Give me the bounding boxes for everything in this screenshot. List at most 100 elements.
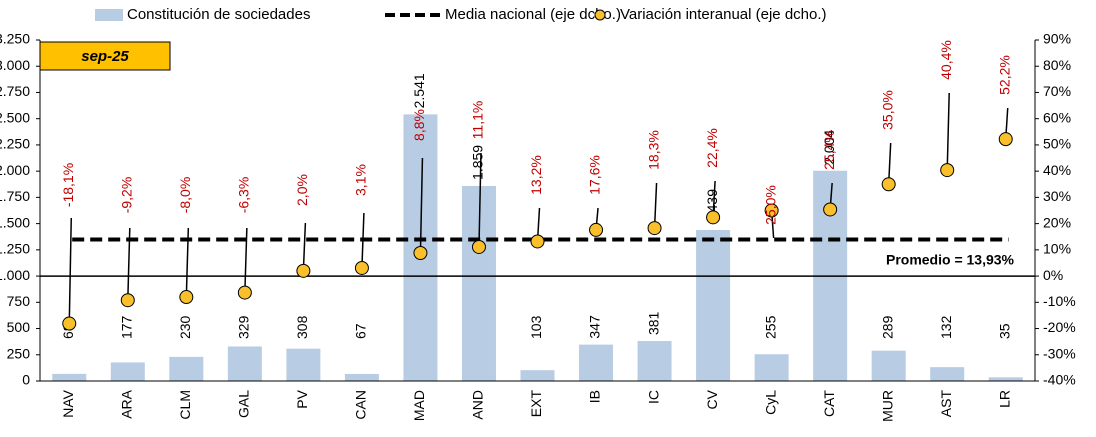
point (940, 163, 955, 178)
bar (754, 354, 789, 381)
legend-swatch (95, 9, 123, 21)
legend-label: Media nacional (eje dcho.) (445, 6, 621, 23)
point-label: 25,0% (762, 185, 778, 225)
y2-tick-label: 50% (1043, 136, 1071, 152)
x-tick-label: CV (704, 389, 720, 409)
point (647, 221, 662, 236)
leader-line (244, 227, 248, 293)
x-tick-label: CyL (762, 390, 778, 415)
point-label: 13,2% (528, 155, 544, 195)
point-label: 18,3% (645, 130, 661, 170)
bar-label: 308 (294, 315, 310, 339)
badge-box (39, 41, 171, 71)
y2-tick-label: 90% (1043, 31, 1071, 47)
bar-label: 329 (236, 315, 252, 339)
y-tick-label: 1.000 (0, 267, 30, 283)
leader-line (185, 227, 190, 298)
x-tick-label: CAT (821, 390, 837, 417)
legend-label: Constitución de sociedades (127, 6, 310, 23)
leader-line (127, 227, 131, 301)
bar-label: 230 (177, 315, 193, 339)
badge: sep-25 (81, 48, 129, 65)
leader-line (653, 182, 658, 229)
leader-line (361, 212, 365, 268)
bar (637, 341, 672, 381)
y-tick-label: 3.250 (0, 31, 30, 47)
annotation-box (868, 249, 1033, 273)
y-tick-label: 1.750 (0, 188, 30, 204)
annotation: Promedio = 13,93% (886, 252, 1015, 268)
point (413, 245, 428, 260)
point-label: 11,1% (470, 101, 486, 140)
y-tick-label: 2.500 (0, 109, 30, 125)
leader-line (302, 222, 307, 271)
y2-tick-label: -30% (1043, 345, 1076, 361)
bar-label: 177 (118, 315, 134, 339)
point-label: -6,3% (236, 177, 252, 214)
bar (344, 373, 379, 381)
point (589, 222, 604, 237)
x-tick-label: CAN (353, 390, 369, 420)
bar (227, 346, 262, 381)
point-label: 3,1% (353, 164, 369, 196)
y2-tick-label: 10% (1043, 241, 1071, 257)
y-tick-label: 1.250 (0, 241, 30, 257)
y2-tick-label: 70% (1043, 83, 1071, 99)
y-tick-label: 0 (22, 372, 30, 388)
y2-tick-label: 20% (1043, 214, 1071, 230)
point-label: -18,1% (60, 163, 76, 207)
y-tick-label: 1.500 (0, 214, 30, 230)
point-label: -9,2% (118, 177, 134, 214)
point (354, 260, 369, 275)
bar-label: 1.859 (470, 145, 486, 180)
point (296, 263, 311, 278)
bar-label: 2.004 (821, 129, 837, 164)
point (998, 132, 1013, 147)
y-tick-label: 2.250 (0, 136, 30, 152)
y2-tick-label: 40% (1043, 162, 1071, 178)
bar-label: 103 (528, 315, 544, 339)
point (62, 316, 77, 331)
x-tick-label: MAD (411, 390, 427, 421)
legend-label: Variación interanual (eje dcho.) (620, 6, 827, 23)
bar (579, 344, 614, 381)
bar-label: 2.541 (411, 73, 427, 108)
point-label: 40,4% (938, 40, 954, 80)
y2-tick-label: -20% (1043, 319, 1076, 335)
bar (52, 373, 87, 381)
leader-line (478, 152, 482, 247)
x-tick-label: GAL (236, 390, 252, 418)
bar-label: 67 (353, 323, 369, 339)
x-tick-label: ARA (118, 389, 134, 418)
bar-label: 347 (587, 315, 603, 339)
bar (169, 356, 204, 381)
leader-line (946, 92, 950, 171)
point-label: 35,0% (879, 90, 895, 130)
point (530, 234, 545, 249)
x-tick-label: AND (470, 390, 486, 420)
point (881, 177, 896, 192)
y2-tick-label: 0% (1043, 267, 1063, 283)
point (120, 293, 135, 308)
y-tick-label: 250 (7, 345, 31, 361)
x-tick-label: CLM (177, 390, 193, 420)
point (471, 239, 486, 254)
x-tick-label: EXT (528, 390, 544, 418)
legend-swatch (594, 9, 606, 21)
bar-label: 255 (762, 315, 778, 339)
point-label: 52,2% (996, 55, 1012, 95)
x-tick-label: IC (645, 390, 661, 404)
point-label: 22,4% (704, 128, 720, 168)
bar (286, 348, 321, 381)
y2-tick-label: 60% (1043, 109, 1071, 125)
x-tick-label: MUR (879, 390, 895, 422)
bar (696, 230, 731, 381)
x-tick-label: AST (938, 390, 954, 418)
bar-label: 132 (938, 315, 954, 339)
bar (520, 370, 555, 381)
point-label: 17,6% (587, 155, 603, 195)
bar-label: 289 (879, 315, 895, 339)
y2-tick-label: 80% (1043, 57, 1071, 73)
